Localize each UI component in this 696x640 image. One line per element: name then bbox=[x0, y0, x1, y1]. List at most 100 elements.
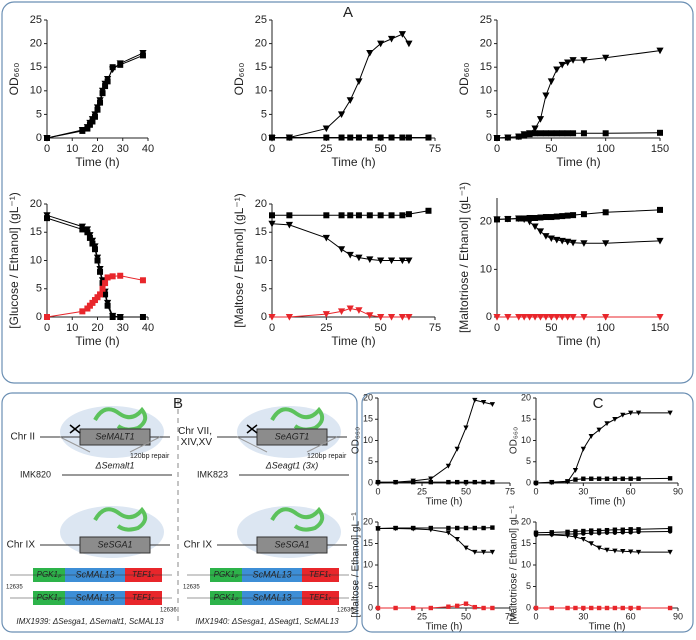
marker bbox=[445, 530, 452, 536]
marker bbox=[109, 66, 117, 74]
marker bbox=[656, 47, 664, 55]
marker bbox=[104, 299, 112, 307]
marker bbox=[657, 129, 663, 136]
marker bbox=[553, 66, 561, 74]
marker bbox=[580, 57, 588, 64]
marker bbox=[481, 479, 486, 485]
flank-label: 12636 bbox=[337, 608, 354, 614]
y-tick-label: 15 bbox=[480, 61, 492, 73]
y-axis-label: OD₆₆₀ bbox=[457, 63, 471, 96]
marker bbox=[377, 314, 385, 321]
marker bbox=[596, 528, 602, 533]
y-tick-label: 15 bbox=[363, 538, 373, 548]
marker bbox=[472, 397, 478, 403]
marker bbox=[520, 216, 528, 224]
marker bbox=[553, 213, 560, 220]
x-tick-label: 0 bbox=[375, 611, 380, 621]
marker bbox=[602, 314, 610, 321]
marker bbox=[355, 134, 362, 141]
marker bbox=[533, 532, 539, 538]
marker bbox=[570, 130, 577, 137]
marker bbox=[117, 272, 124, 279]
x-tick-label: 60 bbox=[626, 486, 636, 496]
y-tick-label: 20 bbox=[30, 198, 42, 210]
strain-label: IMK820 bbox=[20, 469, 51, 479]
marker bbox=[446, 604, 451, 609]
marker bbox=[347, 134, 354, 141]
x-tick-label: 30 bbox=[117, 322, 129, 334]
marker bbox=[589, 530, 594, 536]
marker bbox=[425, 134, 432, 141]
marker bbox=[405, 257, 413, 265]
deletion-label: ΔSemalt1 bbox=[94, 460, 134, 470]
marker bbox=[604, 476, 610, 481]
marker bbox=[405, 40, 413, 48]
promoter-label: PGK1ₚ bbox=[214, 570, 239, 579]
orf-label: ScMAL13 bbox=[75, 569, 114, 579]
marker bbox=[537, 214, 544, 221]
series-line bbox=[377, 527, 493, 529]
terminator-label: TEF1ₜ bbox=[309, 570, 332, 579]
marker bbox=[78, 126, 86, 134]
marker bbox=[547, 314, 555, 321]
marker bbox=[542, 314, 550, 321]
marker bbox=[268, 314, 276, 321]
marker bbox=[91, 111, 99, 118]
marker bbox=[337, 246, 346, 253]
marker bbox=[480, 549, 487, 555]
repair-label: 120bp repair bbox=[307, 453, 347, 460]
marker bbox=[377, 40, 385, 48]
y-tick-label: 25 bbox=[480, 14, 492, 26]
marker bbox=[388, 134, 395, 141]
marker bbox=[269, 134, 275, 141]
y-tick-label: 15 bbox=[255, 61, 267, 73]
marker bbox=[387, 257, 396, 265]
marker bbox=[573, 529, 578, 534]
marker bbox=[596, 605, 602, 611]
marker bbox=[635, 410, 642, 416]
marker bbox=[581, 528, 586, 534]
marker bbox=[463, 525, 469, 531]
marker bbox=[445, 463, 452, 469]
marker bbox=[490, 525, 495, 530]
marker bbox=[636, 527, 641, 532]
marker bbox=[656, 314, 664, 321]
marker bbox=[612, 530, 618, 535]
y-tick-label: 0 bbox=[368, 602, 373, 612]
marker bbox=[588, 541, 594, 547]
series-line bbox=[535, 412, 671, 484]
marker bbox=[489, 402, 496, 408]
marker bbox=[596, 530, 602, 536]
y-tick-label: 10 bbox=[30, 254, 42, 266]
repair-label: 120bp repair bbox=[130, 453, 170, 460]
marker bbox=[393, 479, 398, 485]
x-axis-label: Time (h) bbox=[331, 334, 375, 348]
marker bbox=[564, 533, 571, 539]
marker bbox=[589, 605, 594, 611]
marker bbox=[78, 223, 86, 231]
marker bbox=[602, 54, 610, 62]
marker bbox=[399, 212, 406, 219]
x-tick-label: 50 bbox=[461, 486, 471, 496]
y-tick-label: 20 bbox=[480, 38, 492, 50]
marker bbox=[581, 476, 586, 481]
marker bbox=[628, 527, 633, 532]
marker bbox=[602, 130, 609, 137]
marker bbox=[667, 410, 673, 416]
x-tick-label: 30 bbox=[578, 486, 588, 496]
marker bbox=[565, 605, 570, 611]
marker bbox=[547, 235, 555, 243]
marker bbox=[620, 412, 626, 418]
orf-label: ScMAL13 bbox=[252, 592, 291, 602]
marker bbox=[628, 476, 633, 481]
marker bbox=[504, 134, 511, 141]
marker bbox=[286, 134, 293, 141]
marker bbox=[564, 130, 571, 137]
marker bbox=[612, 605, 618, 611]
marker bbox=[387, 35, 396, 43]
series-line bbox=[378, 527, 493, 553]
marker bbox=[596, 476, 602, 481]
x-tick-label: 40 bbox=[142, 322, 154, 334]
marker bbox=[489, 549, 496, 555]
